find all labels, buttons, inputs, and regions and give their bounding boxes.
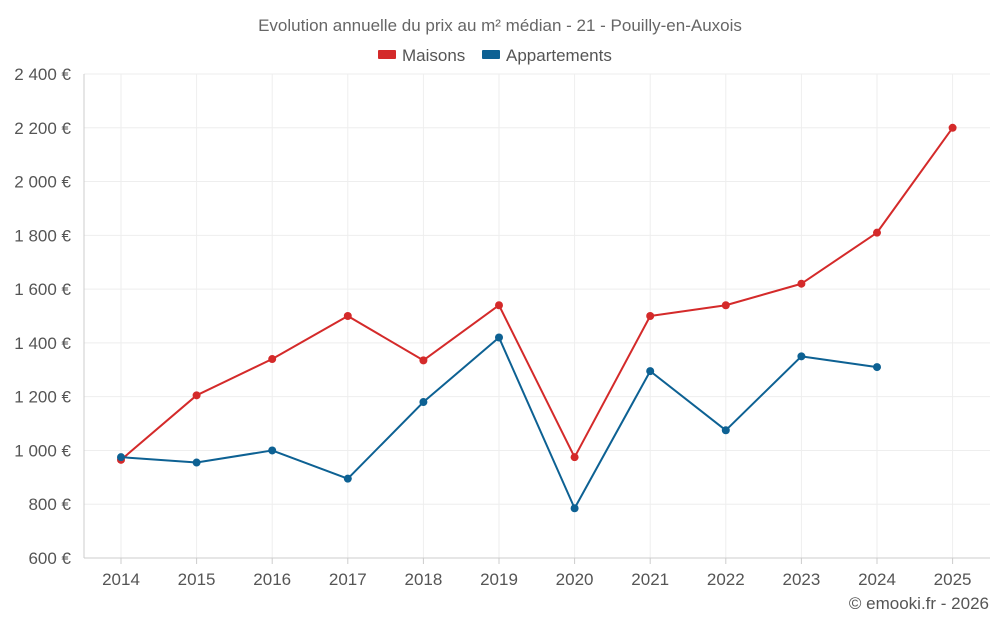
data-point-maisons	[646, 312, 655, 320]
data-point-appartements	[570, 504, 579, 513]
data-point-maisons	[873, 228, 881, 237]
data-point-appartements	[192, 458, 201, 467]
y-tick-label: 800 €	[28, 495, 71, 514]
y-tick-label: 1 600 €	[14, 280, 71, 299]
x-tick-label: 2021	[631, 570, 669, 589]
data-point-appartements	[495, 333, 503, 342]
data-point-appartements	[419, 398, 428, 407]
credit-text: © emooki.fr - 2026	[849, 594, 989, 613]
y-tick-label: 2 000 €	[14, 173, 71, 192]
data-point-maisons	[419, 356, 428, 365]
y-tick-label: 1 800 €	[14, 226, 71, 245]
series-layer	[117, 123, 957, 513]
x-tick-label: 2019	[480, 570, 518, 589]
x-tick-label: 2015	[178, 570, 216, 589]
data-point-maisons	[495, 301, 503, 310]
x-tick-label: 2014	[102, 570, 140, 589]
data-point-appartements	[646, 367, 655, 376]
legend-label-appartements: Appartements	[506, 46, 612, 65]
y-tick-label: 1 400 €	[14, 334, 71, 353]
legend-item-maisons[interactable]: Maisons	[378, 46, 465, 65]
data-point-appartements	[343, 474, 352, 483]
legend[interactable]: Maisons Appartements	[378, 46, 612, 65]
y-tick-label: 2 200 €	[14, 119, 71, 138]
data-point-maisons	[721, 301, 730, 310]
data-point-maisons	[797, 279, 806, 288]
x-tick-label: 2020	[556, 570, 594, 589]
x-tick-label: 2018	[404, 570, 442, 589]
data-point-appartements	[797, 352, 806, 361]
y-tick-label: 2 400 €	[14, 65, 71, 84]
series-line-maisons	[120, 127, 954, 461]
data-point-maisons	[948, 123, 957, 132]
data-point-appartements	[873, 363, 881, 372]
legend-label-maisons: Maisons	[402, 46, 465, 65]
data-point-maisons	[570, 453, 579, 462]
y-tick-label: 1 000 €	[14, 441, 71, 460]
legend-swatch-appartements	[482, 50, 500, 59]
x-tick-label: 2022	[707, 570, 745, 589]
data-point-maisons	[343, 312, 352, 320]
data-point-appartements	[721, 426, 730, 435]
x-tick-label: 2023	[782, 570, 820, 589]
data-point-maisons	[268, 355, 277, 364]
axis-layer: 600 € 800 € 1 000 € 1 200 € 1 400 € 1 600 € 1 …	[14, 65, 990, 589]
data-point-maisons	[192, 391, 201, 400]
x-tick-label: 2024	[858, 570, 896, 589]
chart-title: Evolution annuelle du prix au m² médian …	[258, 16, 742, 35]
grid-layer	[84, 73, 990, 558]
x-tick-label: 2016	[253, 570, 291, 589]
legend-swatch-maisons	[378, 50, 396, 59]
y-tick-label: 1 200 €	[14, 388, 71, 407]
x-tick-label: 2017	[329, 570, 367, 589]
legend-item-appartements[interactable]: Appartements	[482, 46, 612, 65]
y-tick-label: 600 €	[28, 549, 71, 568]
x-tick-label: 2025	[934, 570, 972, 589]
data-point-appartements	[268, 446, 277, 455]
data-point-appartements	[117, 453, 125, 462]
